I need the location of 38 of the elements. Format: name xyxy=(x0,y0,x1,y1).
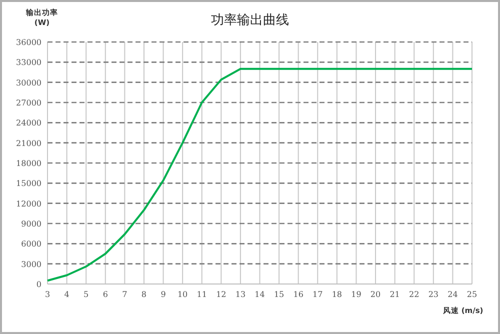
y-tick-label: 15000 xyxy=(16,179,42,188)
y-tick-label: 33000 xyxy=(16,58,42,68)
x-tick-label: 4 xyxy=(64,290,70,299)
x-tick-label: 18 xyxy=(332,290,342,299)
y-tick-label: 9000 xyxy=(21,220,42,228)
line-series xyxy=(46,68,473,282)
x-tick-label: 9 xyxy=(160,290,166,299)
y-tick-label: 18000 xyxy=(16,159,42,168)
x-tick-label: 21 xyxy=(390,290,400,299)
x-tick-label: 12 xyxy=(216,290,226,299)
x-tick-label: 25 xyxy=(466,290,478,299)
chart-title: 功率输出曲线 xyxy=(211,12,289,28)
x-tick-label: 8 xyxy=(141,290,147,299)
x-tick-label: 13 xyxy=(235,290,246,299)
x-tick-label: 7 xyxy=(122,290,128,299)
x-tick-label: 15 xyxy=(274,290,284,299)
x-tick-label: 3 xyxy=(44,290,50,299)
x-tick-label: 20 xyxy=(370,290,381,299)
y-tick-label: 6000 xyxy=(21,240,42,249)
x-tick-label: 16 xyxy=(293,290,304,299)
x-tick-label: 24 xyxy=(448,290,458,299)
x-tick-label: 10 xyxy=(177,290,188,299)
x-tick-label: 17 xyxy=(312,290,323,299)
y-tick-label: 36000 xyxy=(16,38,42,47)
y-tick-label: 24000 xyxy=(16,118,42,128)
x-tick-label: 6 xyxy=(102,290,108,299)
y-tick-label: 3000 xyxy=(21,260,42,269)
x-tick-label: 14 xyxy=(254,290,265,299)
y-tick-label: 0 xyxy=(36,280,42,289)
y-tick-label: 12000 xyxy=(16,199,42,208)
x-tick-label: 19 xyxy=(351,290,362,299)
y-tick-label: 21000 xyxy=(16,138,42,148)
x-tick-label: 11 xyxy=(196,290,207,299)
x-tick-label: 22 xyxy=(409,290,420,299)
x-tick-label: 23 xyxy=(428,290,439,299)
y-tick-label: 27000 xyxy=(16,98,42,108)
x-tick-label: 5 xyxy=(84,290,89,299)
y-tick-label: 30000 xyxy=(16,78,42,88)
